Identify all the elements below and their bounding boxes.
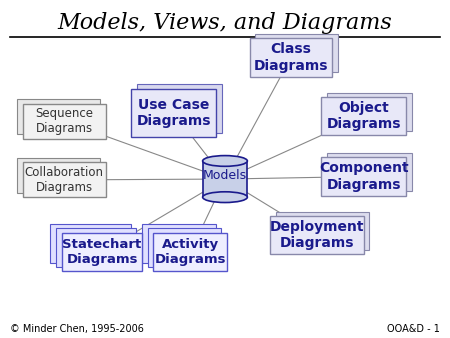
- Text: Sequence
Diagrams: Sequence Diagrams: [35, 107, 93, 135]
- FancyBboxPatch shape: [50, 224, 130, 263]
- Text: Object
Diagrams: Object Diagrams: [326, 101, 401, 131]
- FancyBboxPatch shape: [256, 34, 338, 72]
- FancyBboxPatch shape: [23, 162, 106, 197]
- Text: Use Case
Diagrams: Use Case Diagrams: [136, 98, 211, 128]
- FancyBboxPatch shape: [327, 153, 412, 191]
- FancyBboxPatch shape: [153, 233, 227, 271]
- FancyBboxPatch shape: [142, 224, 216, 263]
- Text: Statechart
Diagrams: Statechart Diagrams: [63, 238, 142, 266]
- FancyBboxPatch shape: [270, 216, 364, 255]
- FancyBboxPatch shape: [321, 97, 406, 136]
- Text: Deployment
Diagrams: Deployment Diagrams: [270, 220, 364, 250]
- Text: Collaboration
Diagrams: Collaboration Diagrams: [25, 166, 104, 194]
- Text: Component
Diagrams: Component Diagrams: [319, 162, 409, 192]
- Text: Models: Models: [203, 169, 247, 182]
- Text: Activity
Diagrams: Activity Diagrams: [155, 238, 226, 266]
- Polygon shape: [202, 161, 248, 197]
- FancyBboxPatch shape: [17, 158, 100, 193]
- Text: Models, Views, and Diagrams: Models, Views, and Diagrams: [58, 12, 392, 34]
- FancyBboxPatch shape: [17, 99, 100, 135]
- FancyBboxPatch shape: [275, 212, 369, 250]
- FancyBboxPatch shape: [23, 104, 106, 139]
- FancyBboxPatch shape: [56, 228, 136, 267]
- Text: © Minder Chen, 1995-2006: © Minder Chen, 1995-2006: [10, 324, 144, 334]
- FancyBboxPatch shape: [131, 89, 216, 137]
- FancyBboxPatch shape: [137, 84, 222, 133]
- FancyBboxPatch shape: [327, 93, 412, 131]
- Ellipse shape: [202, 155, 248, 166]
- FancyBboxPatch shape: [250, 38, 333, 77]
- FancyBboxPatch shape: [62, 233, 142, 271]
- FancyBboxPatch shape: [321, 157, 406, 196]
- Text: Class
Diagrams: Class Diagrams: [254, 43, 328, 73]
- FancyBboxPatch shape: [148, 228, 221, 267]
- Ellipse shape: [202, 192, 248, 202]
- Text: OOA&D - 1: OOA&D - 1: [387, 324, 440, 334]
